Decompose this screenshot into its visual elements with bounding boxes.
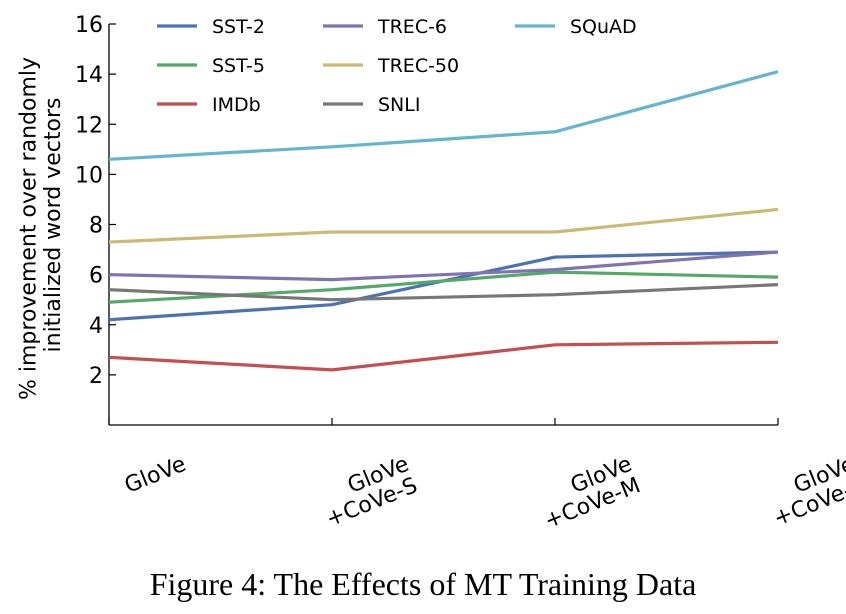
x-tick-label-line: GloVe (121, 452, 189, 499)
legend-label: TREC-6 (377, 16, 447, 38)
legend-label: TREC-50 (377, 55, 459, 77)
series-line-trec-6 (108, 250, 779, 282)
legend-label: SQuAD (570, 16, 637, 38)
y-tick-label: 12 (75, 113, 103, 138)
y-axis-label-line-1: % improvement over randomly (17, 57, 42, 400)
y-tick-label: 8 (89, 214, 103, 239)
series-lines (108, 70, 779, 372)
x-ticks: GloVe GloVe+CoVe-S GloVe+CoVe-M GloVe+CoVe-… (108, 418, 846, 534)
series-line-sst-2 (108, 250, 779, 322)
series-line-snli (108, 283, 779, 302)
legend-label: SNLI (378, 94, 420, 116)
y-axis-label-line-2: initialized word vectors (41, 98, 66, 353)
y-ticks: 2 4 6 8 10 12 14 16 (75, 13, 116, 389)
figure-caption: Figure 4: The Effects of MT Training Dat… (149, 566, 697, 602)
axes (108, 24, 778, 426)
legend: SST-2 SST-5 IMDb TREC-6 TREC-50 SNLI SQuAD (157, 16, 637, 116)
legend-label: SST-2 (212, 16, 265, 38)
y-tick-label: 2 (89, 364, 103, 389)
line-chart: 2 4 6 8 10 12 14 16 GloVe GloVe+CoVe-S GloVe+CoVe… (17, 13, 846, 534)
y-tick-label: 10 (75, 163, 103, 188)
y-tick-label: 4 (89, 314, 103, 339)
series-line-trec-50 (108, 207, 779, 244)
series-line-imdb (108, 340, 779, 372)
legend-label: SST-5 (212, 55, 265, 77)
y-tick-label: 16 (75, 13, 103, 38)
x-tick-label: GloVe+CoVe-M (532, 452, 644, 534)
x-tick-label: GloVe+CoVe-L (762, 452, 846, 532)
legend-label: IMDb (212, 94, 261, 116)
series-line-squad (108, 70, 779, 161)
y-tick-label: 6 (89, 264, 103, 289)
y-axis-label: % improvement over randomly initialized … (17, 50, 66, 400)
x-tick-label: GloVe (121, 452, 189, 499)
x-tick-label: GloVe+CoVe-S (314, 452, 421, 533)
y-tick-label: 14 (75, 63, 103, 88)
